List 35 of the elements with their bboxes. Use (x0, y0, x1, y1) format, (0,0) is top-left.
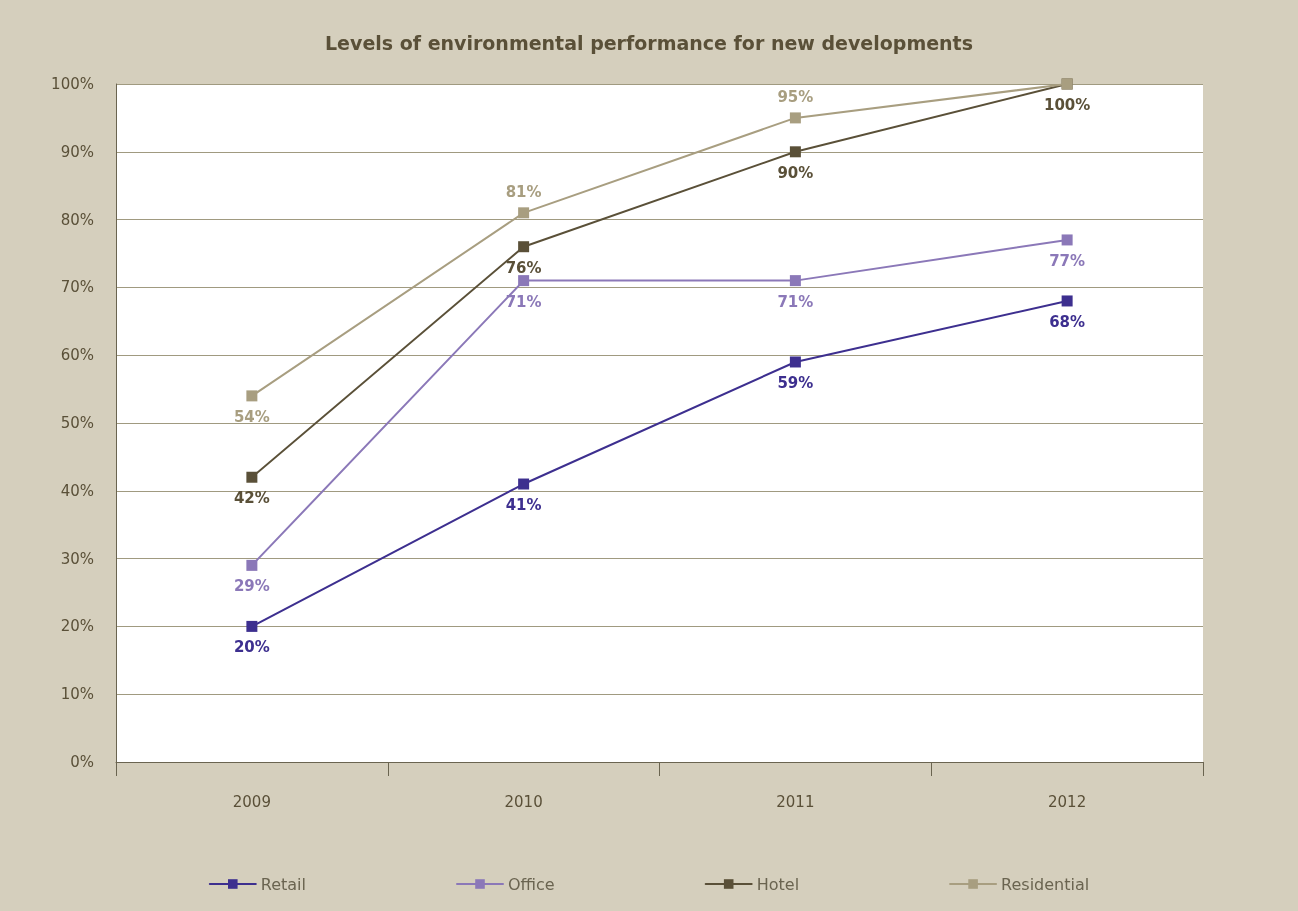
y-tick-label: 60% (60, 346, 94, 365)
legend-label: Residential (1001, 874, 1090, 894)
legend-label: Office (508, 874, 555, 894)
x-tick-label: 2011 (776, 792, 815, 811)
data-label: 29% (233, 577, 270, 596)
y-tick-label: 10% (60, 685, 94, 704)
data-label: 95% (777, 87, 814, 106)
legend-label: Retail (260, 874, 306, 894)
x-tick-label: 2012 (1048, 792, 1087, 811)
y-tick-label: 70% (60, 278, 94, 297)
data-label: 41% (505, 496, 542, 515)
data-label: 77% (1049, 251, 1086, 270)
x-tick-label: 2010 (504, 792, 543, 811)
data-label: 20% (233, 638, 270, 657)
data-label: 71% (777, 292, 814, 311)
y-tick-label: 80% (60, 210, 94, 229)
y-tick-label: 50% (60, 414, 94, 432)
legend-label: Hotel (756, 874, 800, 894)
y-tick-label: 0% (70, 753, 94, 771)
x-tick-label: 2009 (232, 792, 271, 811)
data-label: 71% (505, 292, 542, 311)
data-label: 59% (777, 373, 814, 392)
data-label: 81% (505, 182, 542, 201)
y-tick-label: 20% (60, 617, 94, 636)
data-label: 54% (233, 407, 270, 426)
data-label: 100% (1043, 96, 1091, 114)
data-label: 42% (233, 489, 270, 508)
data-label: 76% (505, 258, 542, 277)
y-tick-label: 40% (60, 481, 94, 500)
data-label: 90% (777, 163, 814, 182)
y-tick-label: 30% (60, 549, 94, 568)
y-tick-label: 100% (51, 75, 94, 93)
y-tick-label: 90% (60, 142, 94, 161)
chart-title: Levels of environmental performance for new developments (324, 31, 974, 54)
data-label: 68% (1049, 312, 1086, 331)
